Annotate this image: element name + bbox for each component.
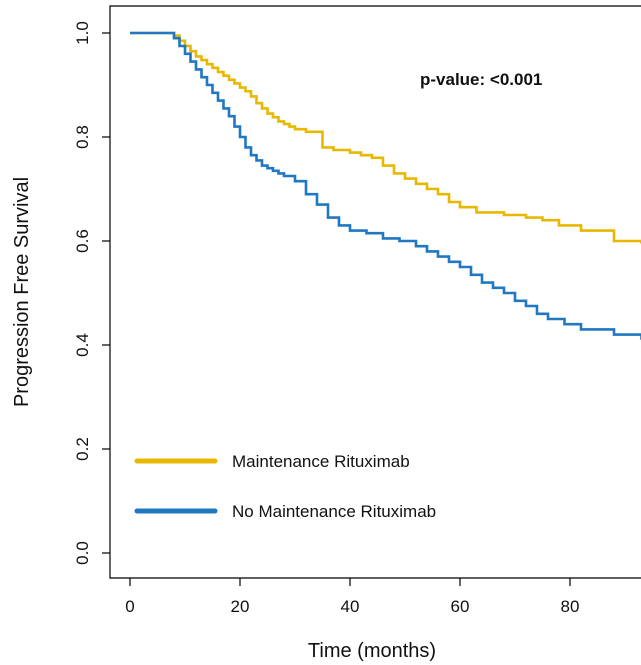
x-axis-title: Time (months) <box>308 640 436 662</box>
series-line-maintenance <box>130 31 641 244</box>
y-axis-title: Progression Free Survival <box>11 177 33 407</box>
p-value-annotation: p-value: <0.001 <box>420 70 542 89</box>
y-tick-label: 0.6 <box>73 229 92 253</box>
x-axis: 0 20 40 60 80 <box>125 578 579 616</box>
y-tick-label: 1.0 <box>73 21 92 45</box>
series-line-no-maintenance <box>130 31 641 340</box>
plot-frame <box>109 5 641 579</box>
y-tick-label: 0.2 <box>73 437 92 461</box>
x-tick-label: 80 <box>561 597 580 616</box>
x-tick-label: 20 <box>231 597 250 616</box>
series-layer <box>130 31 641 340</box>
y-axis: 0.0 0.2 0.4 0.6 0.8 1.0 <box>73 21 110 565</box>
legend-label-maintenance: Maintenance Rituximab <box>232 452 410 471</box>
y-tick-label: 0.8 <box>73 125 92 149</box>
x-tick-label: 60 <box>451 597 470 616</box>
legend: Maintenance Rituximab No Maintenance Rit… <box>134 452 436 521</box>
y-tick-label: 0.0 <box>73 541 92 565</box>
x-tick-label: 0 <box>125 597 134 616</box>
y-tick-label: 0.4 <box>73 333 92 357</box>
legend-label-no-maintenance: No Maintenance Rituximab <box>232 502 436 521</box>
x-tick-label: 40 <box>341 597 360 616</box>
